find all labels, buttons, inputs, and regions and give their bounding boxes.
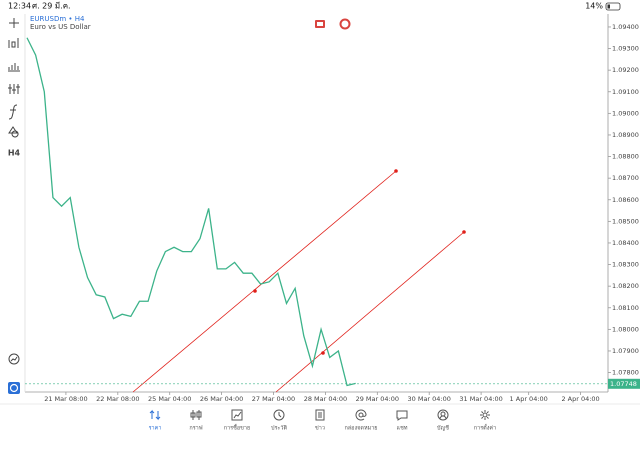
trendline[interactable]	[275, 231, 465, 393]
nav-label[interactable]: ราคา	[149, 426, 162, 432]
x-tick-label: 27 Mar 04:00	[252, 395, 295, 403]
y-tick-label: 1.09300	[612, 45, 639, 53]
trade-icon[interactable]	[339, 18, 351, 30]
y-tick-label: 1.08800	[612, 153, 639, 161]
y-tick-label: 1.08300	[612, 261, 639, 269]
y-tick-label: 1.09100	[612, 88, 639, 96]
x-tick-label: 25 Mar 04:00	[148, 395, 191, 403]
y-tick-label: 1.09400	[612, 23, 639, 31]
battery-level	[607, 4, 610, 9]
price-line	[26, 37, 356, 387]
crosshair-tool[interactable]	[9, 18, 19, 28]
nav-label[interactable]: กล่องจดหมาย	[344, 426, 377, 432]
y-tick-label: 1.08100	[612, 304, 639, 312]
symbol-description: Euro vs US Dollar	[30, 23, 91, 31]
app-logo-mark	[9, 383, 19, 393]
trendline[interactable]	[132, 170, 397, 393]
y-tick-label: 1.07900	[612, 347, 639, 355]
trendline-handle[interactable]	[253, 289, 257, 293]
x-tick-label: 29 Mar 04:00	[356, 395, 399, 403]
y-tick-label: 1.08400	[612, 239, 639, 247]
indicator-tool[interactable]	[8, 84, 20, 94]
x-tick-label: 1 Apr 04:00	[510, 395, 548, 403]
x-tick-label: 26 Mar 04:00	[200, 395, 243, 403]
analytics-tool[interactable]	[8, 353, 20, 365]
x-tick-label: 22 Mar 08:00	[96, 395, 139, 403]
chart-type-tool[interactable]	[8, 38, 19, 48]
status-time: 12:34	[8, 2, 31, 11]
nav-label[interactable]: กราฟ	[189, 425, 202, 432]
nav-icon[interactable]	[396, 410, 408, 421]
nav-label[interactable]: ข่าว	[315, 426, 325, 432]
y-tick-label: 1.09200	[612, 66, 639, 74]
y-tick-label: 1.08900	[612, 131, 639, 139]
nav-icon[interactable]	[149, 409, 161, 421]
nav-icon[interactable]	[231, 409, 243, 421]
x-tick-label: 28 Mar 04:00	[304, 395, 347, 403]
nav-label[interactable]: แชท	[397, 425, 408, 432]
x-tick-label: 31 Mar 04:00	[459, 395, 502, 403]
y-tick-label: 1.09000	[612, 109, 639, 117]
nav-icon[interactable]	[315, 409, 325, 421]
volume-tool[interactable]	[8, 63, 20, 72]
y-tick-label: 1.08200	[612, 282, 639, 290]
trendline-handle[interactable]	[394, 169, 398, 173]
y-tick-label: 1.08600	[612, 196, 639, 204]
app-logo[interactable]	[8, 382, 20, 394]
current-price-label: 1.07748	[610, 380, 637, 388]
trendline-handle[interactable]	[321, 351, 325, 355]
trendline-handle[interactable]	[462, 230, 466, 234]
status-date: ศ. 29 มี.ค.	[32, 2, 71, 11]
left-toolbar	[8, 18, 20, 365]
symbol-name: EURUSDm • H4	[30, 15, 85, 23]
timeframe[interactable]: H4	[8, 149, 21, 158]
nav-icon[interactable]	[190, 410, 202, 420]
nav-label[interactable]: บัญชี	[437, 425, 449, 432]
nav-icon[interactable]	[273, 409, 285, 421]
nav-icon[interactable]	[355, 409, 367, 421]
one-click-icon-inner	[317, 22, 323, 26]
x-tick-label: 2 Apr 04:00	[561, 395, 599, 403]
y-tick-label: 1.08700	[612, 174, 639, 182]
y-tick-label: 1.08500	[612, 217, 639, 225]
battery-icon	[605, 2, 621, 11]
current-price-box	[608, 378, 640, 389]
x-tick-label: 30 Mar 04:00	[408, 395, 451, 403]
function-tool[interactable]	[8, 104, 18, 120]
y-tick-label: 1.07800	[612, 369, 639, 377]
nav-icon[interactable]	[437, 409, 449, 421]
nav-label[interactable]: การตั้งค่า	[474, 424, 496, 432]
status-battery: 14%	[585, 2, 603, 11]
nav-label[interactable]: การซื้อขาย	[224, 424, 250, 432]
objects-tool[interactable]	[8, 126, 19, 138]
y-tick-label: 1.08000	[612, 325, 639, 333]
trendline-objects	[132, 169, 466, 393]
nav-label[interactable]: ประวัติ	[271, 425, 287, 432]
nav-icon[interactable]	[480, 410, 490, 420]
x-tick-label: 21 Mar 08:00	[44, 395, 87, 403]
